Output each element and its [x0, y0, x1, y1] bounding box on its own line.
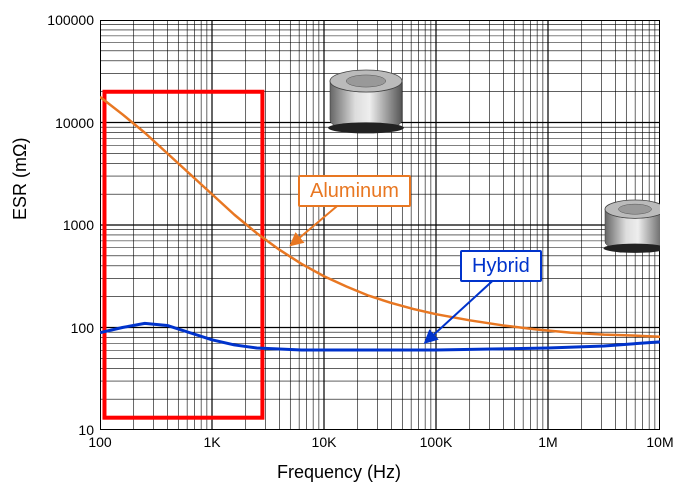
x-axis-label: Frequency (Hz)	[0, 462, 678, 483]
esr-frequency-chart: ESR (mΩ) Frequency (Hz) 1010010001000010…	[0, 0, 678, 501]
ytick: 1000	[63, 217, 94, 233]
legend-hybrid: Hybrid	[460, 250, 542, 282]
ytick: 10000	[55, 115, 94, 131]
y-axis-label: ESR (mΩ)	[10, 138, 31, 220]
xtick: 10K	[312, 434, 337, 450]
ytick: 100	[71, 320, 94, 336]
xtick: 100K	[420, 434, 453, 450]
xtick: 1M	[538, 434, 557, 450]
plot-area: 101001000100001000001001K10K100K1M10M	[100, 20, 660, 430]
xtick: 100	[88, 434, 111, 450]
xtick: 10M	[646, 434, 673, 450]
legend-aluminum: Aluminum	[298, 175, 411, 207]
plot-svg	[100, 20, 660, 430]
ytick: 100000	[47, 12, 94, 28]
xtick: 1K	[203, 434, 220, 450]
